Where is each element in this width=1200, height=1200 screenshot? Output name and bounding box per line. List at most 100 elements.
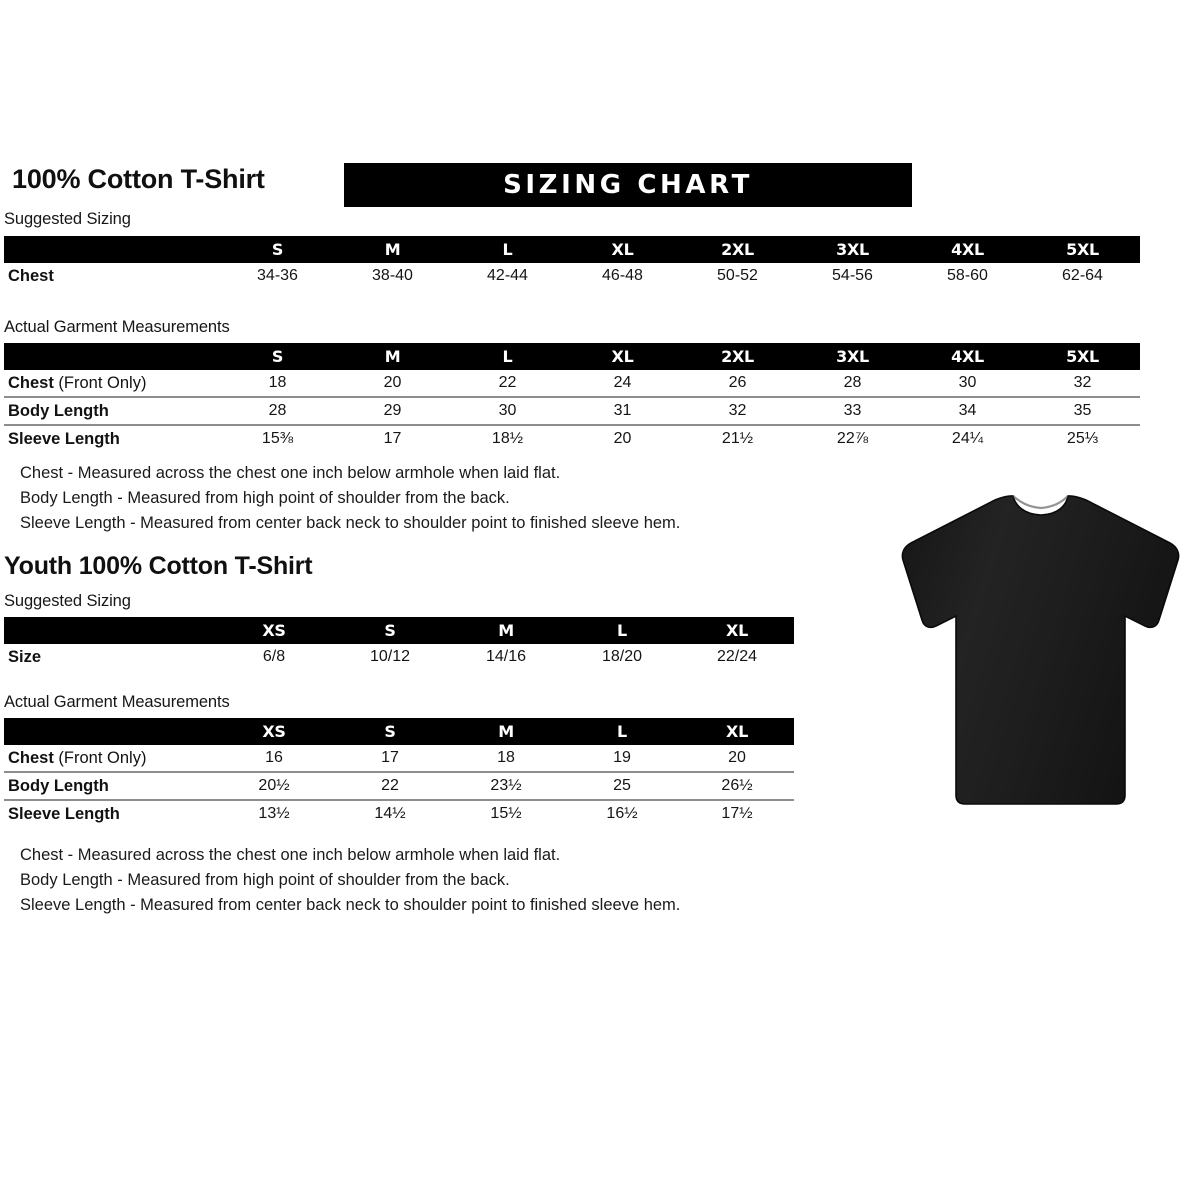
sizing-chart-banner-label: SIZING CHART: [503, 170, 753, 200]
row-label-chest-suffix: (Front Only): [53, 373, 147, 392]
youth-suggested-sizing-table: XS S M L XL Size 6/8 10/12 14/16 18/20 2…: [4, 617, 794, 670]
cell-chest-m: 20: [383, 374, 402, 391]
row-label-sleeve-length: Sleeve Length: [8, 804, 120, 823]
adult-garment-measurements-caption: Actual Garment Measurements: [4, 318, 230, 336]
cell-body-length-l: 30: [498, 402, 517, 419]
cell-chest-4xl: 30: [958, 374, 977, 391]
table-header-row: XS S M L XL: [4, 718, 794, 745]
cell-sleeve-length-m: 17: [383, 430, 402, 447]
column-header-m: M: [384, 347, 401, 366]
youth-garment-measurements-table: XS S M L XL Chest (Front Only) 16 17 18 …: [4, 718, 794, 827]
cell-chest-2xl: 50-52: [717, 267, 758, 284]
table-header-row: S M L XL 2XL 3XL 4XL 5XL: [4, 343, 1140, 370]
row-separator: [4, 424, 1140, 426]
cell-body-length-xl: 31: [613, 402, 632, 419]
note-sleeve-length: Sleeve Length - Measured from center bac…: [20, 896, 681, 914]
cell-body-length-s: 22: [381, 777, 399, 794]
cell-body-length-m: 23½: [490, 777, 522, 794]
row-label-chest-text: Chest: [8, 373, 54, 392]
cell-sleeve-length-3xl: 22⅞: [836, 430, 869, 447]
cell-sleeve-length-2xl: 21½: [721, 430, 754, 447]
column-header-blank: [4, 236, 220, 263]
note-chest: Chest - Measured across the chest one in…: [20, 464, 561, 482]
cell-body-length-l: 25: [613, 777, 631, 794]
column-header-l: L: [617, 722, 627, 741]
sizing-chart-banner: SIZING CHART: [344, 163, 912, 207]
adult-suggested-sizing-caption: Suggested Sizing: [4, 210, 131, 228]
cell-chest-l: 19: [613, 749, 631, 766]
cell-sleeve-length-s: 14½: [374, 805, 406, 822]
cell-sleeve-length-4xl: 24¼: [951, 430, 984, 447]
row-label-chest-front-only: Chest (Front Only): [4, 745, 216, 771]
row-separator: [4, 396, 1140, 398]
youth-garment-measurements-caption: Actual Garment Measurements: [4, 693, 230, 711]
cell-chest-3xl: 54-56: [832, 267, 873, 284]
youth-section-title: Youth 100% Cotton T-Shirt: [4, 552, 313, 580]
row-label-body-length: Body Length: [8, 776, 109, 795]
cell-sleeve-length-l: 16½: [606, 805, 638, 822]
cell-chest-s: 17: [381, 749, 399, 766]
column-header-s: S: [384, 621, 396, 640]
adult-measurement-notes: Chest - Measured across the chest one in…: [20, 461, 680, 536]
cell-body-length-xs: 20½: [258, 777, 290, 794]
note-body-length: Body Length - Measured from high point o…: [20, 871, 510, 889]
column-header-5xl: 5XL: [1066, 240, 1099, 259]
cell-chest-m: 38-40: [372, 267, 413, 284]
row-label-body-length: Body Length: [8, 401, 109, 420]
cell-size-l: 18/20: [601, 648, 643, 665]
table-row: Size 6/8 10/12 14/16 18/20 22/24: [4, 644, 794, 670]
cell-size-s: 10/12: [369, 648, 411, 665]
note-sleeve-length: Sleeve Length - Measured from center bac…: [20, 514, 681, 532]
column-header-xs: XS: [262, 722, 286, 741]
table-row: Body Length 20½ 22 23½ 25 26½: [4, 773, 794, 799]
column-header-s: S: [271, 347, 284, 366]
cell-chest-4xl: 58-60: [947, 267, 988, 284]
table-row: Chest (Front Only) 18 20 22 24 26 28 30 …: [4, 370, 1140, 396]
cell-sleeve-length-xl: 17½: [721, 805, 753, 822]
cell-chest-2xl: 26: [728, 374, 747, 391]
column-header-5xl: 5XL: [1066, 347, 1099, 366]
cell-chest-5xl: 62-64: [1062, 267, 1103, 284]
cell-body-length-m: 29: [383, 402, 402, 419]
cell-sleeve-length-l: 18½: [491, 430, 524, 447]
row-label-chest: Chest: [8, 266, 54, 285]
table-row: Sleeve Length 13½ 14½ 15½ 16½ 17½: [4, 801, 794, 827]
row-separator: [4, 799, 794, 801]
cell-chest-xs: 16: [265, 749, 283, 766]
tshirt-icon: [901, 495, 1180, 805]
column-header-xl: XL: [611, 240, 634, 259]
cell-size-m: 14/16: [485, 648, 527, 665]
column-header-xs: XS: [262, 621, 286, 640]
row-label-chest-suffix: (Front Only): [53, 748, 147, 767]
column-header-m: M: [498, 722, 514, 741]
cell-chest-xl: 46-48: [602, 267, 643, 284]
cell-chest-s: 18: [268, 374, 287, 391]
cell-body-length-s: 28: [268, 402, 287, 419]
row-label-chest-front-only: Chest (Front Only): [4, 370, 220, 396]
table-header-row: XS S M L XL: [4, 617, 794, 644]
column-header-blank: [4, 617, 216, 644]
column-header-xl: XL: [611, 347, 634, 366]
table-row: Sleeve Length 15⅜ 17 18½ 20 21½ 22⅞ 24¼ …: [4, 426, 1140, 452]
column-header-4xl: 4XL: [951, 347, 984, 366]
row-separator: [4, 771, 794, 773]
cell-body-length-3xl: 33: [843, 402, 862, 419]
tshirt-illustration: [895, 483, 1185, 813]
column-header-l: L: [617, 621, 627, 640]
column-header-3xl: 3XL: [836, 347, 869, 366]
cell-body-length-4xl: 34: [958, 402, 977, 419]
table-row: Body Length 28 29 30 31 32 33 34 35: [4, 398, 1140, 424]
adult-garment-measurements-table: S M L XL 2XL 3XL 4XL 5XL Chest (Front On…: [4, 343, 1140, 452]
page-title: 100% Cotton T-Shirt: [12, 164, 265, 194]
column-header-xl: XL: [726, 722, 748, 741]
row-label-sleeve-length: Sleeve Length: [8, 429, 120, 448]
cell-sleeve-length-5xl: 25⅓: [1066, 430, 1099, 447]
column-header-s: S: [384, 722, 396, 741]
cell-body-length-2xl: 32: [728, 402, 747, 419]
cell-chest-xl: 20: [728, 749, 746, 766]
column-header-m: M: [384, 240, 401, 259]
cell-sleeve-length-s: 15⅜: [261, 430, 294, 447]
chart-header: 100% Cotton T-Shirt SIZING CHART: [8, 163, 1192, 209]
youth-suggested-sizing-caption: Suggested Sizing: [4, 592, 131, 610]
